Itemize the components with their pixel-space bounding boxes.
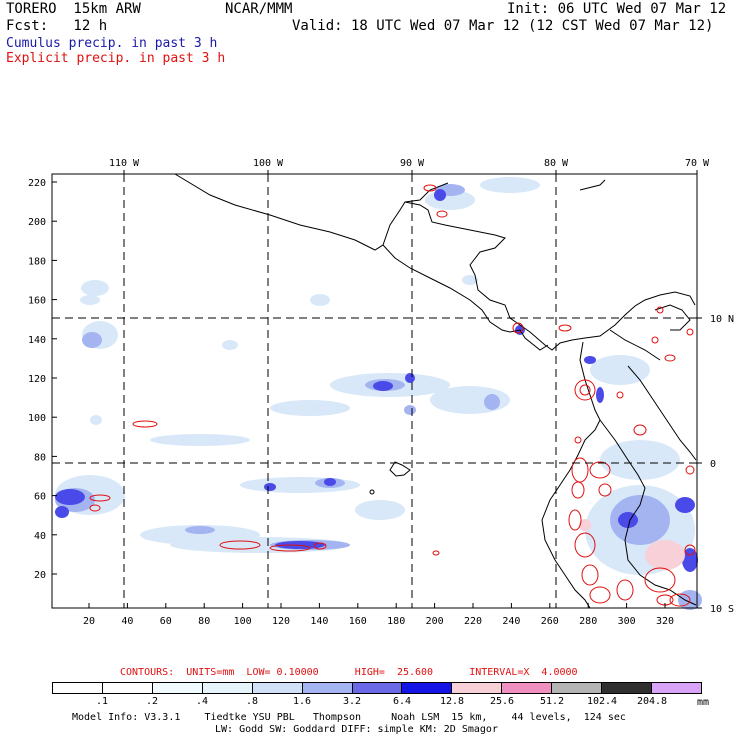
init-time: Init: 06 UTC Wed 07 Mar 12 xyxy=(507,1,727,17)
y-tick-label: 140 xyxy=(28,335,46,346)
axis-ticks xyxy=(52,170,702,609)
colorbar-swatch xyxy=(53,683,103,693)
lon-label: 90 W xyxy=(400,158,425,169)
model-info-line1: Model Info: V3.3.1 Tiedtke YSU PBL Thomp… xyxy=(72,712,626,723)
tick-labels: 110 W 100 W 90 W 80 W 70 W 10 N 0 10 S 220 200 180… xyxy=(28,158,734,627)
lon-label: 110 W xyxy=(109,158,140,169)
y-tick-label: 220 xyxy=(28,178,46,189)
colorbar-swatch xyxy=(452,683,503,693)
y-tick-label: 40 xyxy=(34,531,46,542)
colorbar-swatch xyxy=(152,683,203,693)
colorbar-label: 12.8 xyxy=(439,696,465,707)
colorbar-swatch xyxy=(352,683,403,693)
colorbar-swatch xyxy=(302,683,353,693)
colorbar-swatch xyxy=(552,683,603,693)
colorbar-unit: mm xyxy=(697,697,710,708)
colorbar-label: .2 xyxy=(145,696,159,707)
x-tick-label: 320 xyxy=(656,616,674,627)
colorbar-swatch xyxy=(102,683,153,693)
field-label-explicit: Explicit precip. in past 3 h xyxy=(6,51,226,66)
colorbar-label: .4 xyxy=(195,696,209,707)
colorbar-swatch xyxy=(402,683,453,693)
colorbar-label: 102.4 xyxy=(586,696,618,707)
colorbar-swatch xyxy=(652,683,701,693)
x-tick-label: 40 xyxy=(121,616,133,627)
colorbar-label: 51.2 xyxy=(539,696,565,707)
x-tick-label: 300 xyxy=(618,616,636,627)
colorbar xyxy=(52,682,702,694)
colorbar-label: .1 xyxy=(95,696,109,707)
x-tick-label: 240 xyxy=(502,616,520,627)
map-frame xyxy=(51,173,698,609)
y-tick-label: 80 xyxy=(34,452,46,463)
x-tick-label: 140 xyxy=(310,616,328,627)
forecast-hour: Fcst: 12 h xyxy=(6,18,108,34)
org-label: NCAR/MMM xyxy=(225,1,293,17)
colorbar-label: 1.6 xyxy=(292,696,312,707)
field-label-cumulus: Cumulus precip. in past 3 h xyxy=(6,36,218,51)
colorbar-label: 6.4 xyxy=(392,696,412,707)
y-tick-label: 120 xyxy=(28,374,46,385)
x-tick-label: 200 xyxy=(426,616,444,627)
model-info-line2: LW: Godd SW: Goddard DIFF: simple KM: 2D… xyxy=(215,724,498,735)
valid-time: Valid: 18 UTC Wed 07 Mar 12 (12 CST Wed … xyxy=(292,18,714,34)
colorbar-swatch xyxy=(202,683,253,693)
colorbar-label: 204.8 xyxy=(636,696,668,707)
lon-label: 100 W xyxy=(253,158,284,169)
lon-label: 70 W xyxy=(685,158,710,169)
precip-shading xyxy=(55,177,702,610)
x-tick-label: 220 xyxy=(464,616,482,627)
colorbar-label: .8 xyxy=(245,696,259,707)
x-tick-label: 160 xyxy=(349,616,367,627)
y-tick-label: 20 xyxy=(34,570,46,581)
colorbar-swatch xyxy=(502,683,553,693)
lat-label: 10 S xyxy=(710,604,734,615)
y-tick-label: 100 xyxy=(28,413,46,424)
colorbar-swatch xyxy=(252,683,303,693)
lon-label: 80 W xyxy=(544,158,569,169)
model-title: TORERO 15km ARW xyxy=(6,1,141,17)
colorbar-label: 3.2 xyxy=(342,696,362,707)
x-tick-label: 120 xyxy=(272,616,290,627)
x-tick-label: 20 xyxy=(83,616,95,627)
lat-label: 10 N xyxy=(710,314,734,325)
y-tick-label: 60 xyxy=(34,492,46,503)
y-tick-label: 200 xyxy=(28,217,46,228)
x-tick-label: 180 xyxy=(387,616,405,627)
colorbar-label: 25.6 xyxy=(489,696,515,707)
contour-info: CONTOURS: UNITS=mm LOW= 0.10000 HIGH= 25… xyxy=(120,667,578,678)
x-tick-label: 280 xyxy=(579,616,597,627)
colorbar-swatch xyxy=(602,683,653,693)
y-tick-label: 160 xyxy=(28,296,46,307)
x-tick-label: 100 xyxy=(234,616,252,627)
lat-label: 0 xyxy=(710,459,716,470)
x-tick-label: 60 xyxy=(160,616,172,627)
x-tick-label: 260 xyxy=(541,616,559,627)
graticule xyxy=(52,174,697,608)
y-tick-label: 180 xyxy=(28,256,46,267)
x-tick-label: 80 xyxy=(198,616,210,627)
